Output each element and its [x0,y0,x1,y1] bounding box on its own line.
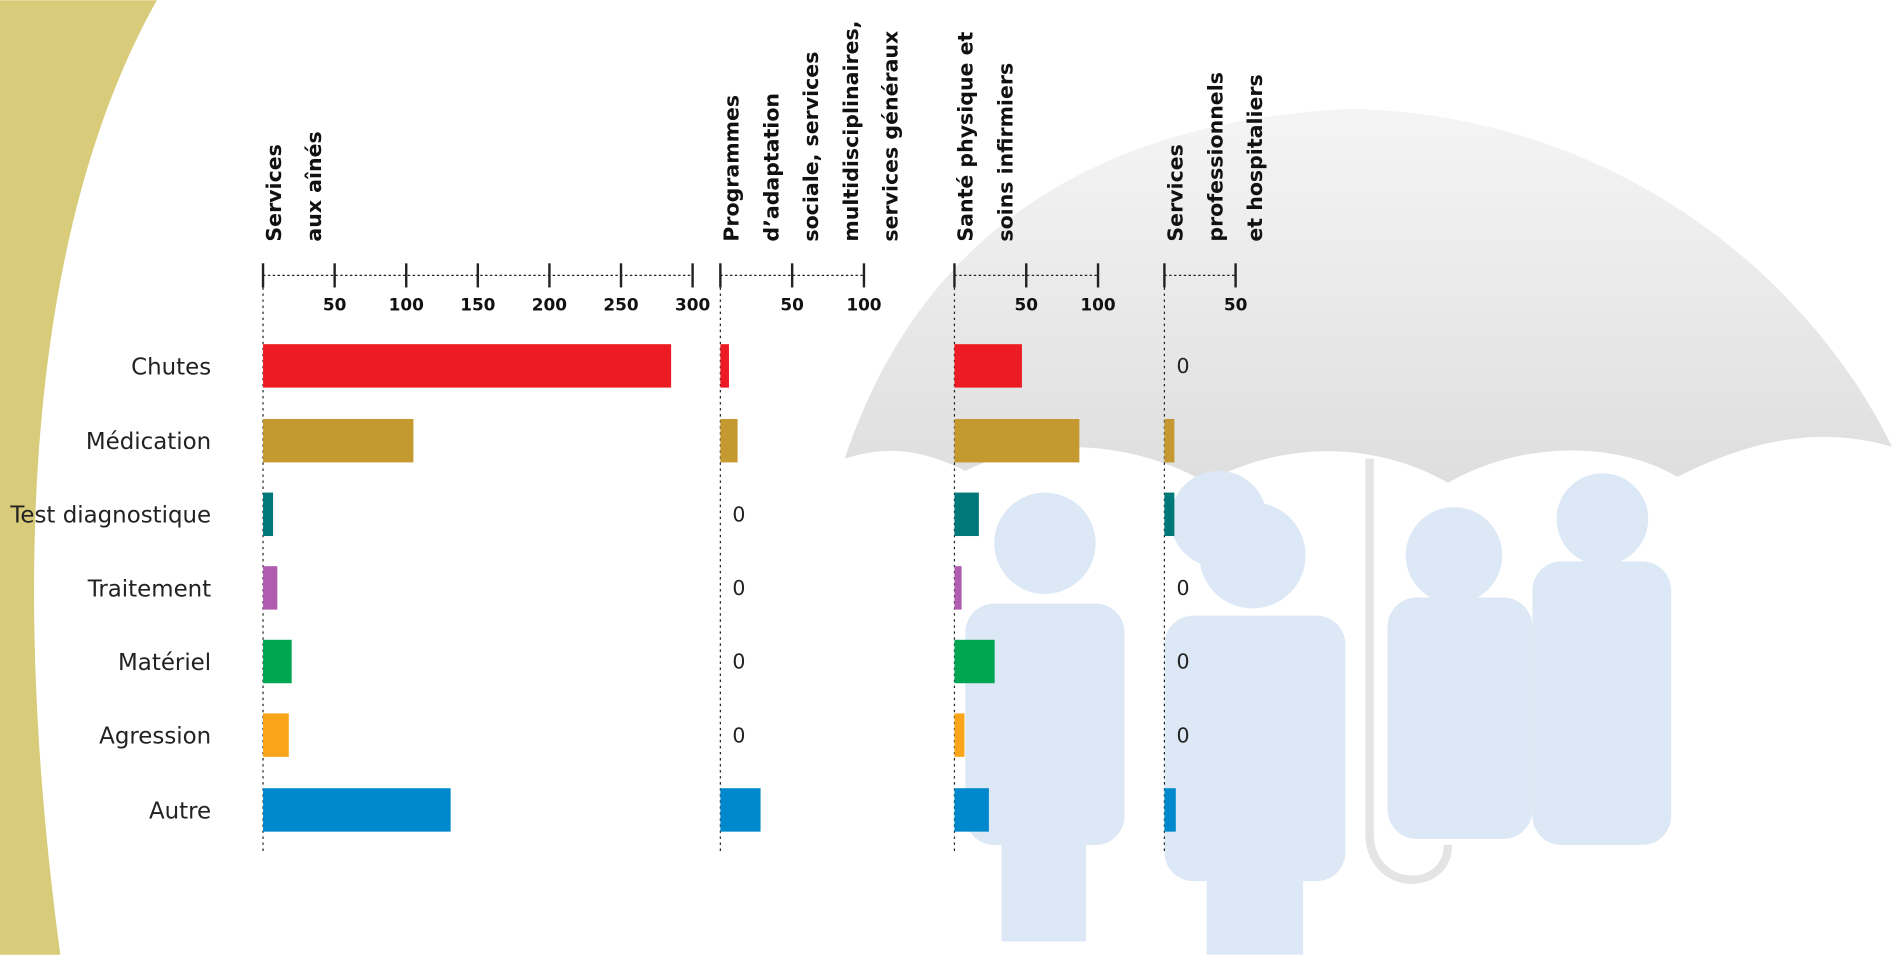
panel-header: Services [262,144,286,241]
bar [954,566,961,609]
panel-header: et hospitaliers [1243,74,1267,241]
x-tick-label: 50 [1014,294,1037,314]
bar [263,344,671,387]
bar [720,419,737,462]
panel-header: sociale, services [799,52,823,242]
panel-header: soins infirmiers [993,63,1017,242]
x-tick-label: 50 [1224,294,1247,314]
category-label: Médication [86,429,211,455]
bar [954,788,988,831]
category-label: Agression [99,724,211,750]
value-label: 0 [1176,723,1189,747]
category-label: Traitement [87,576,211,602]
x-tick-label: 100 [389,294,424,314]
bar [954,713,964,756]
bar [954,640,994,683]
category-label: Chutes [131,354,211,380]
panel-header: multidisciplinaires, [839,21,863,242]
bar [720,344,729,387]
bar [263,788,451,831]
bar [1164,493,1174,536]
panel-header: Santé physique et [954,31,978,241]
bar [263,713,289,756]
category-label: Autre [149,798,211,824]
x-tick-label: 50 [323,294,346,314]
panel-header: professionnels [1203,72,1227,242]
x-tick-label: 250 [603,294,638,314]
panel-header: Programmes [719,95,743,242]
bar [263,419,413,462]
x-tick-label: 100 [846,294,881,314]
bar [1164,788,1175,831]
bar [263,493,273,536]
bar [263,640,292,683]
value-label: 0 [1176,650,1189,674]
value-label: 0 [1176,354,1189,378]
x-tick-label: 50 [780,294,803,314]
x-tick-label: 150 [460,294,495,314]
value-label: 0 [732,503,745,527]
panel-header: aux aînés [302,131,326,241]
chart: Chutes Médication Test diagnostique Traitem… [0,0,1892,955]
value-label: 0 [732,650,745,674]
value-label: 0 [732,576,745,600]
bar [954,419,1079,462]
bar [720,788,760,831]
panel-header: d’adaptation [759,93,783,242]
panel-header: services généraux [879,31,903,242]
category-label: Matériel [118,650,211,676]
bar [263,566,277,609]
bar [954,493,978,536]
x-tick-label: 200 [532,294,567,314]
value-label: 0 [1176,576,1189,600]
value-label: 0 [732,723,745,747]
bar [1164,419,1174,462]
bar [954,344,1021,387]
category-label: Test diagnostique [9,503,211,529]
x-tick-label: 100 [1080,294,1115,314]
panel-header: Services [1164,144,1188,241]
x-tick-label: 300 [675,294,710,314]
